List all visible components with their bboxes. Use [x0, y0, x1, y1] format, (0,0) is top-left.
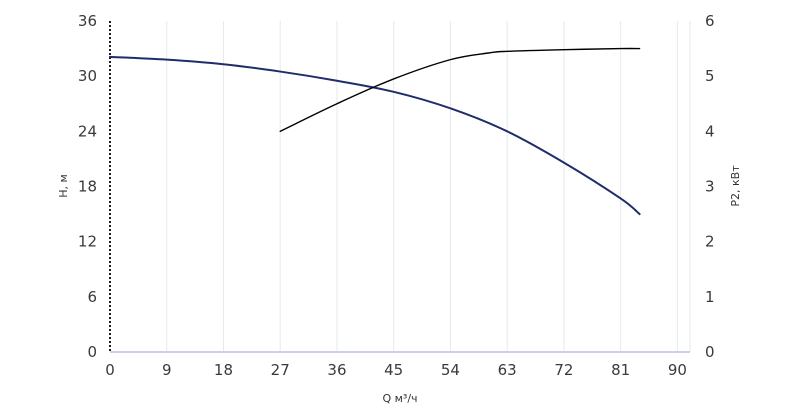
y-axis-left-label: H, м: [57, 174, 70, 198]
power-curve-line: [279, 47, 641, 133]
y-axis-right-label: P2, кВт: [729, 165, 742, 207]
grid-lines: [166, 21, 691, 352]
y-left-tick-label: 24: [78, 122, 97, 140]
y-left-tick-label: 36: [78, 12, 97, 30]
x-tick-label: 54: [441, 361, 460, 379]
y-left-tick-label: 0: [87, 343, 97, 361]
x-tick-label: 18: [214, 361, 233, 379]
y-right-tick-label: 3: [705, 178, 715, 196]
x-tick-label: 72: [554, 361, 573, 379]
x-tick-label: 36: [327, 361, 346, 379]
x-tick-label: 81: [611, 361, 630, 379]
y-right-tick-label: 6: [705, 12, 715, 30]
series: [109, 47, 641, 216]
y-right-tick-label: 1: [705, 288, 715, 306]
head-curve-line: [109, 55, 641, 216]
x-tick-label: 63: [498, 361, 517, 379]
y-left-tick-label: 18: [78, 178, 97, 196]
y-right-tick-label: 2: [705, 233, 715, 251]
x-tick-label: 0: [105, 361, 115, 379]
y-right-tick-label: 4: [705, 122, 715, 140]
y-right-tick-label: 0: [705, 343, 715, 361]
y-left-tick-label: 12: [78, 233, 97, 251]
axes: [109, 21, 690, 353]
x-tick-label: 27: [271, 361, 290, 379]
y-left-tick-label: 6: [87, 288, 97, 306]
x-tick-label: 9: [162, 361, 172, 379]
x-tick-label: 90: [668, 361, 687, 379]
y-right-tick-label: 5: [705, 67, 715, 85]
y-left-tick-label: 30: [78, 67, 97, 85]
x-tick-label: 45: [384, 361, 403, 379]
x-axis-label: Q м³/ч: [382, 392, 417, 405]
